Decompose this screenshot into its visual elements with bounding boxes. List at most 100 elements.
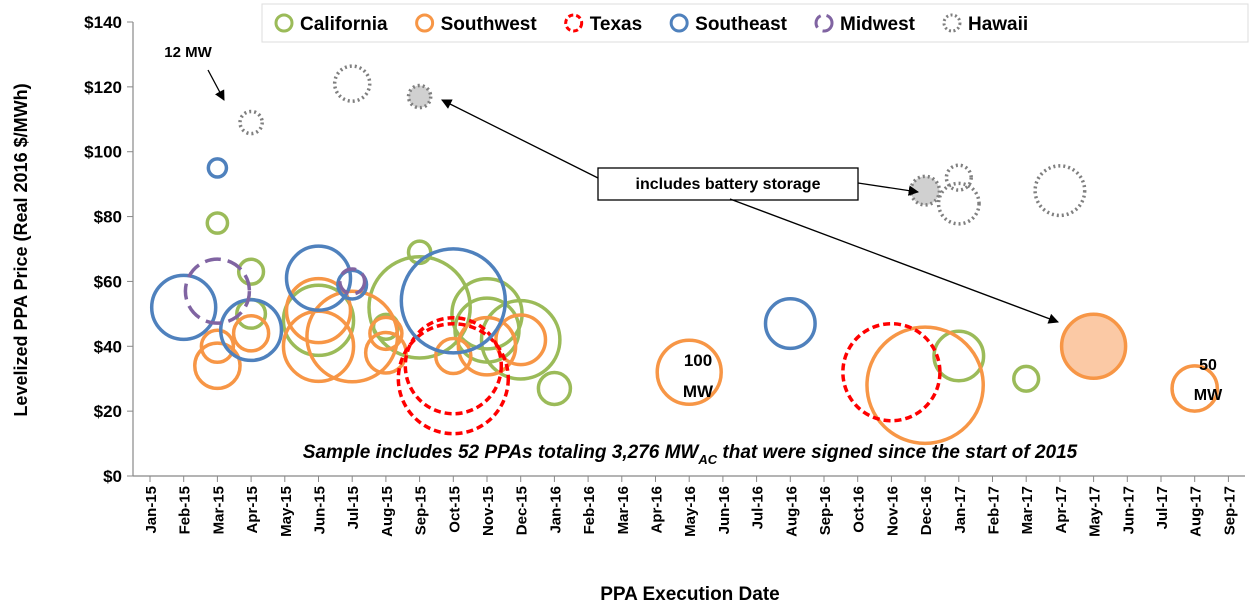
x-tick-label: Oct-16 xyxy=(851,486,868,533)
x-tick-label: Apr-17 xyxy=(1053,486,1070,534)
bubble xyxy=(183,257,252,325)
legend-label: Southeast xyxy=(695,14,788,35)
annotation: MW xyxy=(1194,387,1223,404)
x-tick-label: Feb-17 xyxy=(986,486,1003,534)
legend-label: Texas xyxy=(590,14,642,35)
x-tick-label: Jun-15 xyxy=(312,486,329,534)
legend-symbol xyxy=(415,13,435,33)
x-tick-label: Jul-17 xyxy=(1154,486,1171,529)
bubble xyxy=(909,174,942,207)
bubble xyxy=(456,315,518,377)
bubble xyxy=(1012,364,1041,393)
x-tick-label: Sep-15 xyxy=(413,486,430,535)
bubble xyxy=(936,181,981,226)
x-tick-label: May-17 xyxy=(1087,486,1104,537)
bubble xyxy=(367,255,472,360)
bubble xyxy=(338,267,367,296)
bubble xyxy=(536,370,573,407)
annotation: MW xyxy=(683,382,714,401)
bubble xyxy=(406,83,433,110)
bubble xyxy=(479,298,562,381)
bubble xyxy=(206,157,229,179)
bubble xyxy=(399,247,508,355)
y-tick-label: $0 xyxy=(103,467,122,486)
x-tick-label: Nov-15 xyxy=(480,486,497,536)
legend-symbol xyxy=(274,13,294,33)
bubble xyxy=(403,315,504,416)
bubble xyxy=(944,163,973,192)
x-tick-label: Mar-17 xyxy=(1019,486,1036,534)
bubble xyxy=(281,283,356,358)
x-tick-label: Jun-17 xyxy=(1120,486,1137,534)
annotation-arrow xyxy=(441,99,599,179)
y-tick-label: $60 xyxy=(94,272,122,291)
legend-box xyxy=(261,3,1249,43)
annotation: 50 xyxy=(1199,357,1217,374)
legend-symbol xyxy=(669,13,689,33)
bubble xyxy=(218,297,284,363)
bubble xyxy=(205,211,230,235)
y-tick-label: $100 xyxy=(84,143,122,162)
bubble xyxy=(332,64,372,103)
annotation-arrow xyxy=(857,182,920,196)
x-tick-label: Mar-16 xyxy=(615,486,632,534)
y-tick-label: $120 xyxy=(84,78,122,97)
x-tick-label: Sep-16 xyxy=(817,486,834,535)
bubble xyxy=(199,328,236,365)
x-tick-label: May-16 xyxy=(682,486,699,537)
x-tick-label: Aug-15 xyxy=(379,486,396,537)
x-tick-label: Jan-17 xyxy=(952,486,969,534)
bubble xyxy=(932,329,986,383)
bubble xyxy=(1170,364,1220,413)
legend-symbol xyxy=(814,13,834,33)
legend-symbol xyxy=(942,13,962,33)
x-tick-label: Apr-16 xyxy=(649,486,666,534)
sample-note: Sample includes 52 PPAs totaling 3,276 M… xyxy=(303,442,1078,467)
bubble xyxy=(236,257,266,286)
x-tick-label: Dec-15 xyxy=(514,486,531,535)
note-text: that were signed since the start of 2015 xyxy=(717,442,1077,463)
x-tick-label: Oct-15 xyxy=(446,486,463,533)
x-tick-label: Aug-16 xyxy=(783,486,800,537)
y-tick-label: $20 xyxy=(94,402,122,421)
bubble xyxy=(1059,312,1128,381)
annotation-arrow xyxy=(207,69,225,101)
note-subscript: AC xyxy=(697,452,717,467)
x-tick-label: Sep-17 xyxy=(1221,486,1238,535)
x-axis-title: PPA Execution Date xyxy=(600,584,780,605)
y-tick-label: $80 xyxy=(94,208,122,227)
bubble xyxy=(655,338,723,406)
x-tick-label: Jan-16 xyxy=(547,486,564,534)
legend-label: Hawaii xyxy=(968,14,1028,35)
bubble xyxy=(763,297,817,351)
bubble xyxy=(284,276,353,345)
bubble xyxy=(284,244,353,312)
x-tick-label: Jul-15 xyxy=(345,486,362,529)
note-text: Sample includes 52 PPAs totaling 3,276 M… xyxy=(303,442,701,463)
bubble xyxy=(865,325,985,446)
annotation: 12 MW xyxy=(164,44,212,61)
legend-label: Southwest xyxy=(441,14,538,35)
legend-label: Midwest xyxy=(840,14,916,35)
x-tick-label: Mar-15 xyxy=(210,486,227,534)
x-tick-label: Feb-15 xyxy=(177,486,194,534)
y-axis-title: Levelized PPA Price (Real 2016 $/MWh) xyxy=(11,83,31,416)
legend: California Southwest Texas Southeast Midwest… xyxy=(274,13,1028,35)
bubble xyxy=(396,322,511,436)
x-tick-label: May-15 xyxy=(278,486,295,537)
x-tick-label: Nov-16 xyxy=(884,486,901,536)
bubble xyxy=(841,321,942,423)
x-tick-label: Apr-15 xyxy=(244,486,261,534)
legend-label: California xyxy=(300,14,388,35)
x-tick-label: Feb-16 xyxy=(581,486,598,534)
bubble xyxy=(149,273,218,342)
bubble xyxy=(494,313,548,367)
annotation: includes battery storage xyxy=(636,176,821,193)
annotation-arrow xyxy=(729,198,1059,324)
bubble xyxy=(1033,164,1087,218)
annotation: 100 xyxy=(684,351,712,370)
bubble xyxy=(368,315,404,352)
y-tick-label: $40 xyxy=(94,337,122,356)
bubble xyxy=(434,336,473,376)
